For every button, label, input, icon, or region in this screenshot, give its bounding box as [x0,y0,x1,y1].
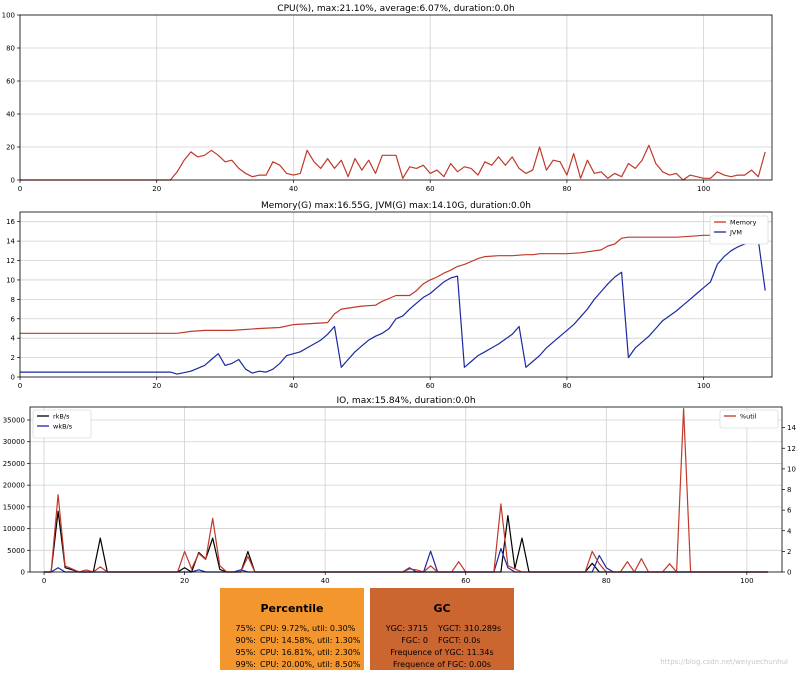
y2-tick-label: 10 [787,465,796,473]
chart-1: 0 20 40 60 80 100 0 2 4 6 8 10 12 14 16 Memory(G) max:1… [6,201,773,390]
legend-label: JVM [729,229,742,237]
gc-title: GC [433,602,451,615]
gc-row: FGC: 0 FGCT: 0.0s [370,635,514,647]
percentile-label: 90%: [235,636,256,645]
percentile-row: 95%: CPU: 16.81%, util: 2.30% [220,647,364,659]
y-tick-label: 25000 [3,460,25,468]
percentile-value: CPU: 9.72%, util: 0.30% [260,624,356,633]
y-tick-label: 40 [6,111,15,119]
y-tick-label: 14 [6,238,15,246]
plot-frame [19,14,773,181]
percentile-title: Percentile [260,602,324,615]
legend-box [709,215,769,245]
y-tick-label: 30000 [3,438,25,446]
gc-freq-fgc: Frequence of FGC: 0.00s [393,660,491,669]
percentile-label: 99%: [235,660,256,669]
gc-count: FGC: 0 [401,636,428,645]
y-tick-label: 2 [11,354,15,362]
y-tick-label: 8 [11,296,15,304]
y2-tick-label: 12 [787,445,796,453]
y-tick-label: 16 [6,218,15,226]
x-tick-label: 0 [18,382,22,390]
legend-label: rkB/s [53,413,70,421]
x-tick-label: 20 [152,382,161,390]
x-tick-label: 20 [152,185,161,193]
legend-box [719,409,779,429]
y2-tick-label: 4 [787,527,792,535]
plot-frame [29,406,783,573]
x-tick-label: 40 [289,382,298,390]
x-tick-label: 100 [740,577,753,585]
gc-freq-ygc: Frequence of YGC: 11.34s [390,648,494,657]
percentile-value: CPU: 14.58%, util: 1.30% [260,636,361,645]
y-tick-label: 0 [11,177,15,185]
series-line-0 [20,144,766,181]
x-tick-label: 40 [321,577,330,585]
y-tick-label: 10 [6,276,15,284]
y-tick-label: 60 [6,78,15,86]
x-tick-label: 100 [697,382,710,390]
percentile-row: 99%: CPU: 20.00%, util: 8.50% [220,659,364,671]
gc-time: YGCT: 310.289s [438,624,502,633]
plot-frame [19,211,773,378]
percentile-value: CPU: 20.00%, util: 8.50% [260,660,361,669]
percentile-label: 75%: [235,624,256,633]
y-tick-label: 0 [21,569,25,577]
chart-title: CPU(%), max:21.10%, average:6.07%, durat… [277,4,514,14]
chart-title: IO, max:15.84%, duration:0.0h [336,396,475,406]
legend-label: wkB/s [53,423,73,431]
y-tick-label: 0 [11,374,15,382]
y2-tick-label: 6 [787,507,792,515]
series-line-util [44,408,768,573]
x-tick-label: 80 [562,382,571,390]
gc-panel: GC YGC: 3715 YGCT: 310.289s FGC: 0 FGCT:… [370,588,514,670]
chart-2: 0 20 40 60 80 1000500010000150002000025000300… [3,396,797,585]
y-tick-label: 10000 [3,525,25,533]
legend-box [32,409,92,439]
y-tick-label: 100 [2,12,15,20]
y-tick-label: 4 [11,335,16,343]
x-tick-label: 80 [562,185,571,193]
series-line-memory [20,215,766,334]
legend-label: Memory [730,219,757,227]
y-tick-label: 80 [6,45,15,53]
percentile-label: 95%: [235,648,256,657]
y-tick-label: 12 [6,257,15,265]
percentile-value: CPU: 16.81%, util: 2.30% [260,648,361,657]
percentile-row: 90%: CPU: 14.58%, util: 1.30% [220,635,364,647]
gc-time: FGCT: 0.0s [438,636,481,645]
y-tick-label: 6 [11,315,16,323]
y-tick-label: 20000 [3,482,25,490]
gc-count: YGC: 3715 [385,624,428,633]
x-tick-label: 60 [426,382,435,390]
chart-0: 0 20 40 60 80 100 0 20 40 60 80 100 CPU(%), max:21.1… [2,4,773,193]
watermark-text: https://blog.csdn.net/weiyuechunhui [660,658,788,666]
percentile-panel: Percentile 75%: CPU: 9.72%, util: 0.30% … [220,588,364,670]
x-tick-label: 100 [697,185,710,193]
y2-tick-label: 0 [787,569,791,577]
x-tick-label: 60 [461,577,470,585]
series-line-jvm [20,239,766,375]
x-tick-label: 40 [289,185,298,193]
y2-tick-label: 8 [787,486,791,494]
x-tick-label: 0 [42,577,46,585]
y-tick-label: 35000 [3,417,25,425]
chart-title: Memory(G) max:16.55G, JVM(G) max:14.10G,… [261,201,531,211]
y2-tick-label: 2 [787,548,791,556]
y-tick-label: 5000 [7,547,25,555]
y2-tick-label: 14 [787,424,796,432]
legend-label: %util [740,413,757,421]
y-tick-label: 15000 [3,503,25,511]
y-tick-label: 20 [6,144,15,152]
gc-row: YGC: 3715 YGCT: 310.289s [370,623,514,635]
x-tick-label: 20 [180,577,189,585]
x-tick-label: 0 [18,185,22,193]
x-tick-label: 60 [426,185,435,193]
series-line-rkbs [44,510,768,573]
x-tick-label: 80 [602,577,611,585]
percentile-row: 75%: CPU: 9.72%, util: 0.30% [220,623,364,635]
series-line-wkbs [44,547,768,573]
